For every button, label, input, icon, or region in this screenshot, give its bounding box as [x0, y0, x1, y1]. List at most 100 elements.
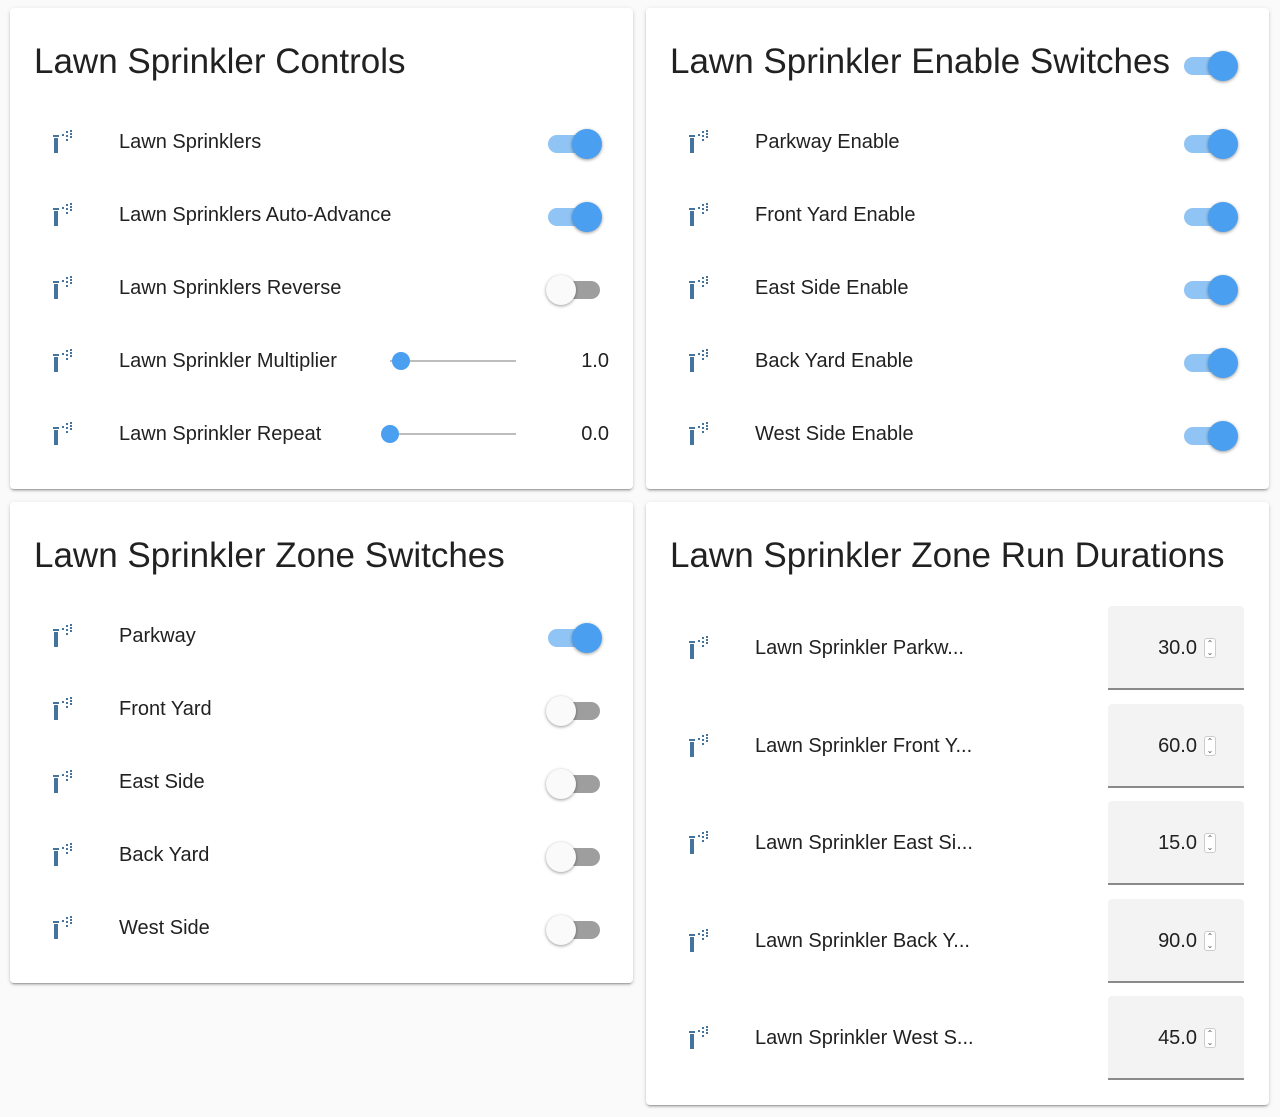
sprinkler-icon	[688, 636, 712, 660]
entity-label[interactable]: Lawn Sprinkler Front Y...	[755, 734, 973, 757]
toggle-switch[interactable]	[546, 766, 602, 799]
entity-row: Lawn Sprinklers Auto-Advance	[10, 195, 633, 235]
entity-label[interactable]: Lawn Sprinklers	[119, 131, 262, 153]
entity-row: East Side	[10, 762, 633, 802]
sprinkler-icon	[688, 422, 712, 446]
toggle-thumb	[572, 129, 602, 159]
entity-label[interactable]: Lawn Sprinkler West S...	[755, 1027, 974, 1049]
sprinkler-icon	[52, 349, 76, 373]
entity-label[interactable]: Lawn Sprinkler Repeat	[119, 423, 322, 445]
entity-label[interactable]: Lawn Sprinkler Back Y...	[755, 929, 970, 952]
toggle-thumb	[1208, 348, 1238, 378]
entity-row: Lawn Sprinklers	[10, 122, 633, 162]
entity-row: Lawn Sprinkler West S... 45.0 ⌃ ⌄	[646, 996, 1269, 1080]
run-durations-card: Lawn Sprinkler Zone Run Durations Lawn S…	[646, 502, 1269, 1105]
entity-label[interactable]: Lawn Sprinklers Reverse	[119, 277, 342, 299]
entity-row: Lawn Sprinklers Reverse	[10, 268, 633, 308]
entity-label[interactable]: West Side Enable	[755, 423, 914, 445]
entity-label[interactable]: Parkway Enable	[755, 131, 900, 153]
entity-label[interactable]: Front Yard Enable	[755, 204, 916, 226]
duration-input-box[interactable]: 90.0 ⌃ ⌄	[1108, 898, 1244, 983]
duration-value[interactable]: 15.0	[1158, 832, 1197, 854]
slider[interactable]	[390, 345, 516, 377]
toggle-thumb	[572, 202, 602, 232]
toggle-thumb	[546, 915, 576, 945]
toggle-switch[interactable]	[1182, 199, 1238, 232]
toggle-switch[interactable]	[546, 839, 602, 872]
duration-input-box[interactable]: 45.0 ⌃ ⌄	[1108, 996, 1244, 1080]
toggle-thumb	[546, 275, 576, 305]
entity-row: East Side Enable	[646, 268, 1269, 308]
card-title: Lawn Sprinkler Controls	[34, 42, 406, 81]
duration-value[interactable]: 60.0	[1158, 734, 1197, 757]
entity-row: Front Yard	[10, 689, 633, 729]
slider[interactable]	[381, 418, 516, 450]
toggle-thumb	[1208, 421, 1238, 451]
sprinkler-icon	[52, 916, 76, 940]
sprinkler-icon	[688, 276, 712, 300]
sprinkler-icon	[52, 130, 76, 154]
entity-label[interactable]: Lawn Sprinklers Auto-Advance	[119, 204, 392, 226]
entity-row: Back Yard Enable	[646, 341, 1269, 381]
entity-row: Parkway	[10, 616, 633, 656]
toggle-switch[interactable]	[1182, 126, 1238, 159]
spinner-icon[interactable]: ⌃ ⌄	[1204, 638, 1216, 658]
slider-thumb[interactable]	[392, 352, 411, 370]
duration-input-box[interactable]: 30.0 ⌃ ⌄	[1108, 606, 1244, 690]
toggle-switch[interactable]	[546, 693, 602, 726]
toggle-switch[interactable]	[546, 126, 602, 159]
toggle-switch[interactable]	[546, 199, 602, 232]
sprinkler-icon	[52, 203, 76, 227]
duration-value[interactable]: 90.0	[1158, 929, 1197, 952]
toggle-thumb	[546, 842, 576, 872]
entity-label[interactable]: East Side Enable	[755, 277, 909, 299]
duration-input-box[interactable]: 15.0 ⌃ ⌄	[1108, 801, 1244, 885]
entity-label[interactable]: Back Yard	[119, 844, 210, 866]
entity-row: Parkway Enable	[646, 122, 1269, 162]
toggle-thumb	[1208, 51, 1238, 81]
toggle-switch[interactable]	[546, 272, 602, 305]
duration-value[interactable]: 45.0	[1158, 1027, 1197, 1049]
entity-label[interactable]: East Side	[119, 771, 205, 793]
toggle-switch[interactable]	[1182, 345, 1238, 378]
toggle-thumb	[1208, 202, 1238, 232]
entity-row: West Side	[10, 908, 633, 948]
spinner-icon[interactable]: ⌃ ⌄	[1204, 735, 1216, 756]
sprinkler-icon	[52, 770, 76, 794]
duration-value[interactable]: 30.0	[1158, 637, 1197, 659]
entity-row: Back Yard	[10, 835, 633, 875]
entity-label[interactable]: Lawn Sprinkler Parkw...	[755, 637, 964, 659]
entity-row: Lawn Sprinkler Front Y... 60.0 ⌃ ⌄	[646, 703, 1269, 788]
sprinkler-icon	[688, 831, 712, 855]
sprinkler-icon	[688, 928, 712, 953]
slider-value: 1.0	[581, 350, 609, 372]
entity-label[interactable]: Front Yard	[119, 698, 212, 720]
card-title: Lawn Sprinkler Enable Switches	[670, 42, 1170, 81]
toggle-switch[interactable]	[1182, 272, 1238, 305]
toggle-switch[interactable]	[546, 620, 602, 653]
entity-label[interactable]: West Side	[119, 917, 210, 939]
toggle-switch[interactable]	[546, 912, 602, 945]
toggle-thumb	[1208, 129, 1238, 159]
toggle-switch[interactable]	[1182, 418, 1238, 451]
slider-track	[390, 360, 516, 362]
toggle-thumb	[546, 696, 576, 726]
spinner-icon[interactable]: ⌃ ⌄	[1204, 930, 1216, 951]
sprinkler-icon	[688, 130, 712, 154]
sprinkler-icon	[688, 1026, 712, 1050]
entity-label[interactable]: Lawn Sprinkler Multiplier	[119, 350, 337, 372]
spinner-icon[interactable]: ⌃ ⌄	[1204, 833, 1216, 853]
enable-switches-card: Lawn Sprinkler Enable Switches Parkway E…	[646, 8, 1269, 489]
entity-label[interactable]: Parkway	[119, 625, 196, 647]
entity-row: Lawn Sprinkler Back Y... 90.0 ⌃ ⌄	[646, 898, 1269, 983]
entity-row: Lawn Sprinkler Repeat 0.0	[10, 414, 633, 454]
spinner-icon[interactable]: ⌃ ⌄	[1204, 1028, 1216, 1048]
sprinkler-icon	[52, 843, 76, 867]
entity-row: Front Yard Enable	[646, 195, 1269, 235]
enable-all-toggle[interactable]	[1182, 48, 1238, 81]
sprinkler-icon	[688, 203, 712, 227]
duration-input-box[interactable]: 60.0 ⌃ ⌄	[1108, 703, 1244, 788]
slider-thumb[interactable]	[381, 425, 399, 443]
entity-label[interactable]: Back Yard Enable	[755, 350, 914, 372]
entity-label[interactable]: Lawn Sprinkler East Si...	[755, 832, 973, 854]
